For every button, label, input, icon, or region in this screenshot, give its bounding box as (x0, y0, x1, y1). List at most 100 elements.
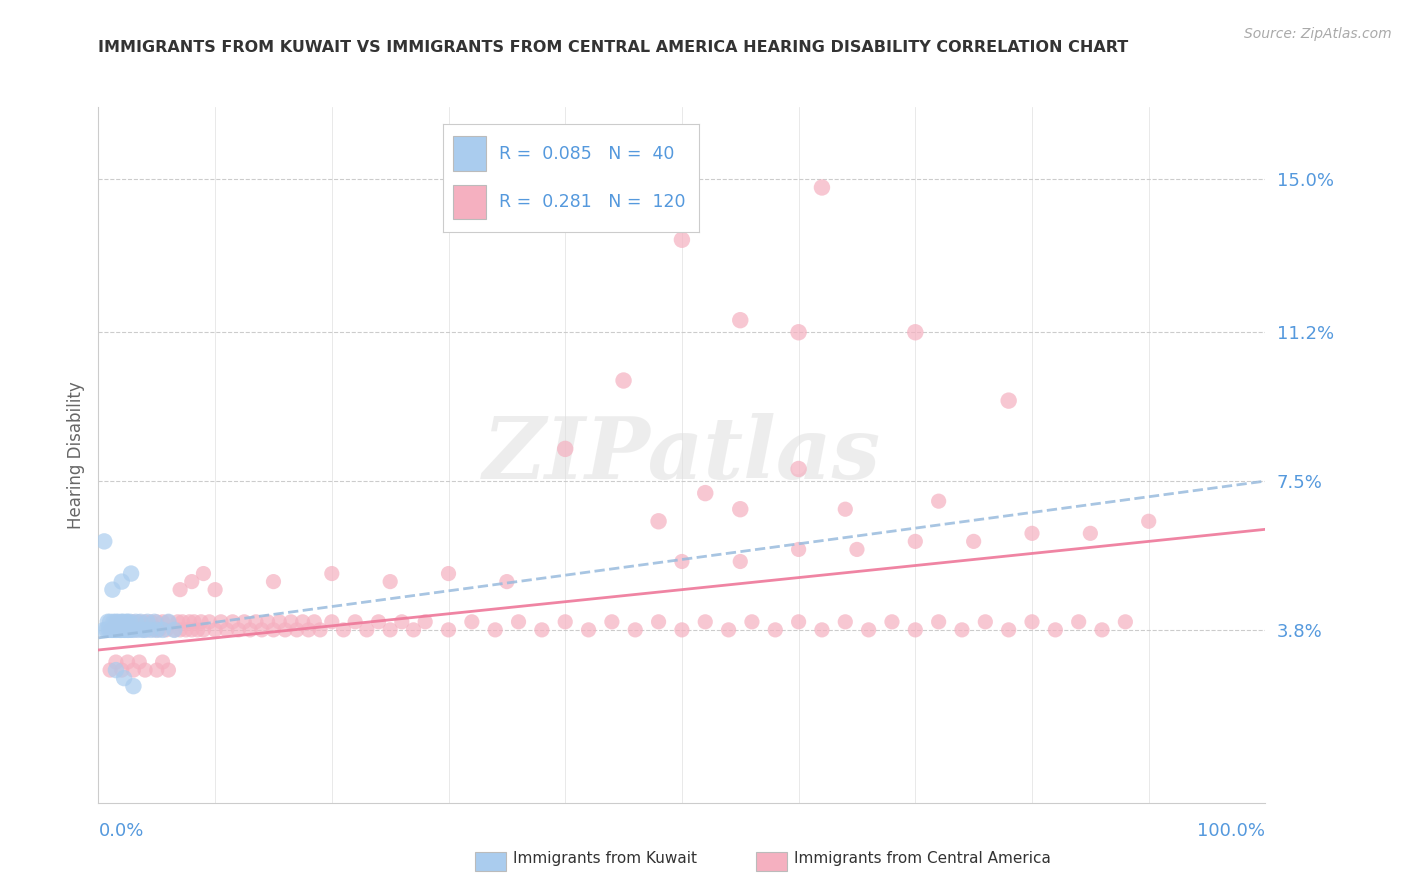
Point (239, 623, 262, 637)
Point (93, 623, 115, 637)
Point (100, 623, 122, 637)
Point (112, 623, 135, 637)
Point (730, 554, 752, 568)
Point (163, 623, 186, 637)
Point (146, 663, 169, 677)
Point (695, 486, 717, 500)
Point (93, 534, 115, 549)
Point (193, 566, 215, 581)
Point (763, 623, 786, 637)
Point (578, 623, 600, 637)
Point (730, 313, 752, 327)
Point (413, 615, 436, 629)
Point (402, 623, 425, 637)
Point (97, 615, 120, 629)
Point (117, 615, 139, 629)
Point (344, 615, 367, 629)
Point (174, 623, 197, 637)
Point (928, 494, 950, 508)
Point (190, 615, 212, 629)
Point (114, 623, 136, 637)
Point (461, 615, 484, 629)
Point (122, 679, 145, 693)
Point (845, 542, 868, 557)
Point (280, 615, 302, 629)
Point (112, 623, 135, 637)
Point (787, 542, 810, 557)
Point (120, 623, 142, 637)
Point (117, 623, 139, 637)
Point (997, 393, 1019, 408)
Point (155, 623, 177, 637)
Point (98, 623, 121, 637)
Point (97, 623, 120, 637)
Point (285, 623, 308, 637)
Point (115, 615, 138, 629)
Point (111, 615, 134, 629)
Point (104, 663, 127, 677)
Point (169, 582, 191, 597)
Point (904, 325, 927, 339)
Text: 0.0%: 0.0% (98, 822, 143, 840)
Point (787, 462, 810, 476)
Point (262, 623, 284, 637)
Point (125, 615, 148, 629)
Point (172, 615, 194, 629)
Point (143, 623, 166, 637)
Point (221, 615, 243, 629)
Point (105, 623, 128, 637)
Point (508, 615, 530, 629)
Point (1021, 615, 1043, 629)
Point (962, 534, 984, 549)
Point (118, 615, 141, 629)
Point (132, 623, 155, 637)
Point (198, 615, 221, 629)
Point (250, 623, 273, 637)
Point (107, 615, 129, 629)
Point (104, 655, 127, 669)
Point (157, 663, 180, 677)
Point (356, 623, 378, 637)
Point (391, 615, 413, 629)
Point (187, 623, 209, 637)
Point (228, 623, 250, 637)
Point (134, 663, 156, 677)
Point (730, 502, 752, 516)
Point (321, 566, 343, 581)
Point (904, 534, 927, 549)
Point (304, 615, 326, 629)
Point (152, 623, 174, 637)
Point (117, 655, 139, 669)
Point (717, 623, 740, 637)
Point (904, 623, 927, 637)
Point (111, 574, 134, 589)
Point (143, 615, 166, 629)
Point (297, 623, 319, 637)
Point (437, 566, 460, 581)
Point (291, 615, 314, 629)
Point (122, 623, 145, 637)
Point (437, 623, 460, 637)
Point (647, 514, 669, 528)
Point (163, 623, 186, 637)
Point (554, 615, 576, 629)
Point (122, 615, 145, 629)
Text: 100.0%: 100.0% (1198, 822, 1265, 840)
Point (811, 623, 834, 637)
Y-axis label: Hearing Disability: Hearing Disability (66, 381, 84, 529)
Point (245, 615, 267, 629)
Text: ZIPatlas: ZIPatlas (482, 413, 882, 497)
Point (530, 623, 553, 637)
Point (139, 615, 162, 629)
Point (104, 615, 127, 629)
Point (671, 554, 693, 568)
Point (834, 502, 856, 516)
Point (120, 566, 142, 581)
Point (1091, 623, 1114, 637)
Point (274, 623, 297, 637)
Point (128, 615, 150, 629)
Point (204, 623, 226, 637)
Point (157, 615, 180, 629)
Point (1021, 526, 1043, 541)
Text: Source: ZipAtlas.com: Source: ZipAtlas.com (1244, 27, 1392, 41)
